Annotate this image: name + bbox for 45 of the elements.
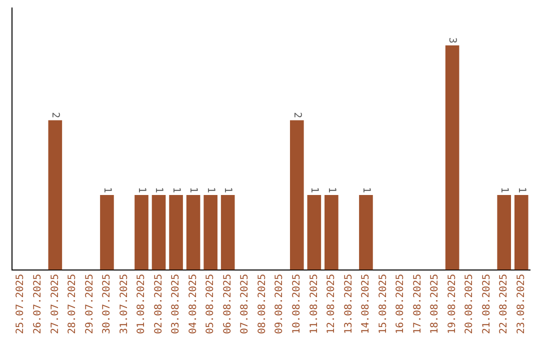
x-tick-label: 20.08.2025 (464, 274, 476, 334)
x-tick-label: 30.07.2025 (102, 274, 113, 334)
x-tick-label: 17.08.2025 (412, 274, 424, 334)
x-tick-label: 07.08.2025 (240, 274, 251, 334)
data-label: 1 (188, 186, 199, 193)
data-label: 1 (101, 186, 112, 193)
data-label: 1 (308, 186, 320, 193)
data-label: 2 (50, 112, 61, 118)
data-label: 1 (516, 186, 527, 193)
x-tick-label: 12.08.2025 (326, 274, 338, 334)
data-label: 1 (204, 186, 216, 193)
x-tick-label: 02.08.2025 (153, 274, 164, 334)
x-tick-label: 15.08.2025 (378, 274, 389, 334)
x-tick-label: 05.08.2025 (205, 274, 216, 334)
data-label: 2 (291, 112, 302, 118)
x-tick-label: 06.08.2025 (222, 274, 234, 334)
data-label: 1 (360, 186, 372, 193)
data-label: 1 (153, 186, 164, 193)
x-tick-label: 14.08.2025 (360, 274, 372, 334)
x-tick-label: 10.08.2025 (291, 274, 302, 334)
x-tick-label: 23.08.2025 (516, 274, 527, 334)
x-tick-label: 31.07.2025 (118, 274, 130, 334)
x-tick-label: 25.07.2025 (15, 274, 26, 334)
data-label: 1 (170, 186, 182, 193)
x-tick-label: 08.08.2025 (256, 274, 268, 334)
x-tick-label: 16.08.2025 (395, 274, 406, 334)
x-tick-label: 03.08.2025 (170, 274, 182, 334)
x-tick-label: 13.08.2025 (343, 274, 354, 334)
x-tick-label: 11.08.2025 (308, 274, 320, 334)
x-tick-label: 26.07.2025 (32, 274, 44, 334)
data-label: 1 (326, 186, 337, 193)
data-label: 3 (446, 37, 458, 44)
data-label: 1 (222, 186, 234, 193)
x-tick-label: 27.07.2025 (50, 274, 61, 334)
data-label: 1 (136, 186, 147, 193)
x-tick-label: 28.07.2025 (67, 274, 78, 334)
x-tick-label: 22.08.2025 (498, 274, 510, 334)
x-tick-label: 01.08.2025 (136, 274, 148, 334)
x-tick-label: 21.08.2025 (481, 274, 492, 334)
x-tick-label: 18.08.2025 (430, 274, 441, 334)
x-tick-label: 09.08.2025 (274, 274, 286, 334)
x-tick-label: 04.08.2025 (188, 274, 199, 334)
x-tick-label: 19.08.2025 (446, 274, 458, 334)
x-tick-label: 29.07.2025 (84, 274, 96, 334)
data-label: 1 (498, 186, 510, 193)
